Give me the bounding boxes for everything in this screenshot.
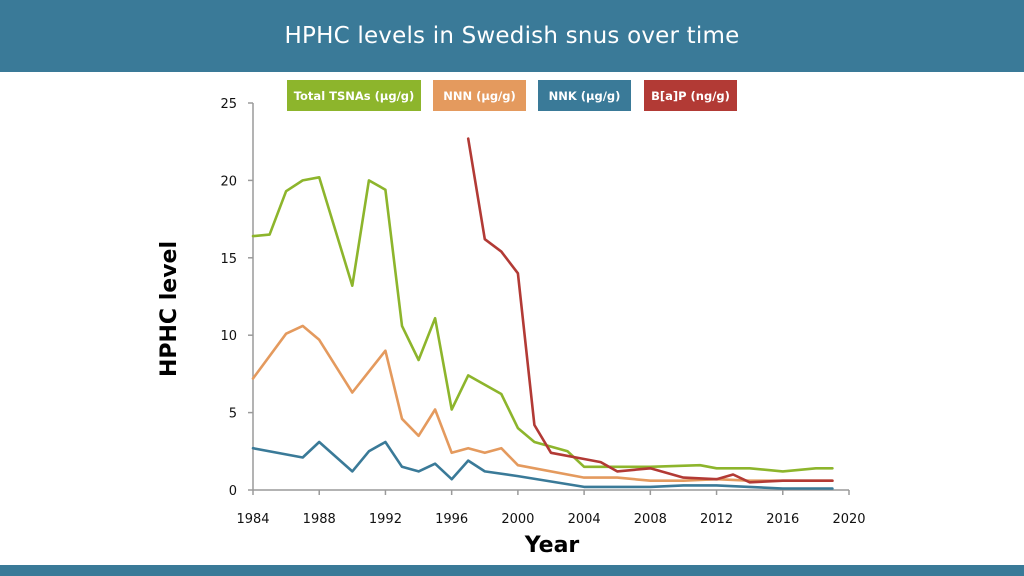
legend-item-nnk: NNK (µg/g) <box>538 80 631 111</box>
x-axis-title: Year <box>524 533 580 558</box>
legend-label-nnk: NNK (µg/g) <box>548 88 621 103</box>
legend-item-bap: B[a]P (ng/g) <box>644 80 737 111</box>
y-tick-label: 10 <box>220 329 237 344</box>
chart-series <box>251 137 834 490</box>
legend: Total TSNAs (µg/g) NNN (µg/g) NNK (µg/g)… <box>0 80 1024 112</box>
y-tick-label: 25 <box>220 97 237 112</box>
header-bar: HPHC levels in Swedish snus over time <box>0 0 1024 72</box>
x-tick-label: 2020 <box>832 512 865 527</box>
series-line-nnk <box>251 440 834 490</box>
y-tick-label: 5 <box>229 407 237 422</box>
y-tick-label: 0 <box>229 484 237 499</box>
y-axis-title: HPHC level <box>157 241 182 377</box>
x-tick-label: 1984 <box>236 512 269 527</box>
x-tick-label: 1992 <box>369 512 402 527</box>
legend-item-tsna: Total TSNAs (µg/g) <box>287 80 421 111</box>
chart-title: HPHC levels in Swedish snus over time <box>284 23 740 49</box>
x-tick-label: 2008 <box>634 512 667 527</box>
x-tick-label: 1996 <box>435 512 468 527</box>
x-tick-label: 2012 <box>700 512 733 527</box>
series-line-bap <box>466 137 834 484</box>
series-line-tsna <box>251 176 834 473</box>
x-tick-label: 2004 <box>568 512 601 527</box>
legend-label-tsna: Total TSNAs (µg/g) <box>293 88 415 103</box>
y-tick-label: 15 <box>220 252 237 267</box>
legend-item-nnn: NNN (µg/g) <box>433 80 526 111</box>
chart-axes: 0 5 10 15 20 25 1984 1988 1992 1996 2000 2004 2008 20… <box>220 97 865 527</box>
legend-label-nnn: NNN (µg/g) <box>443 88 516 103</box>
series-line-nnn <box>251 324 834 483</box>
x-tick-label: 1988 <box>303 512 336 527</box>
footer-bar <box>0 565 1024 576</box>
x-tick-label: 2000 <box>501 512 534 527</box>
legend-label-bap: B[a]P (ng/g) <box>651 88 730 103</box>
x-tick-label: 2016 <box>766 512 799 527</box>
y-tick-label: 20 <box>220 174 237 189</box>
